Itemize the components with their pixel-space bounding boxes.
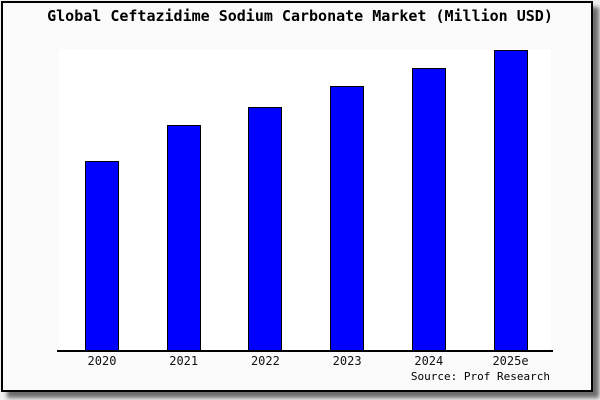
x-tick-label-2023: 2023 xyxy=(332,354,362,368)
bar-2023 xyxy=(330,86,365,352)
x-tick-label-2021: 2021 xyxy=(169,354,199,368)
chart-title: Global Ceftazidime Sodium Carbonate Mark… xyxy=(47,7,553,25)
x-tick-label-2024: 2024 xyxy=(414,354,444,368)
bar-2021 xyxy=(166,125,201,352)
bar-2020 xyxy=(85,161,119,352)
x-tick-label-2022: 2022 xyxy=(250,354,280,368)
bar-2024 xyxy=(411,68,446,352)
bar-2022 xyxy=(248,107,283,352)
x-tick-label-2020: 2020 xyxy=(87,354,117,368)
bar-2025e xyxy=(493,50,528,352)
plot-area xyxy=(59,49,551,350)
source-credit: Source: Prof Research xyxy=(410,370,550,383)
x-tick-label-2025e: 2025e xyxy=(492,354,529,368)
x-axis-line xyxy=(57,350,553,352)
